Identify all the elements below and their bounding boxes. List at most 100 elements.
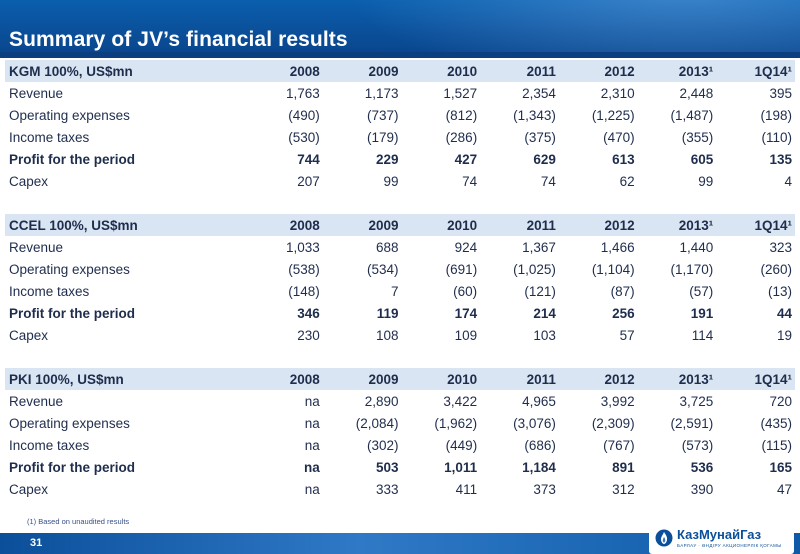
table-cell: na — [304, 459, 320, 475]
table-cell: 629 — [533, 151, 556, 167]
table-cell: (2,084) — [355, 415, 399, 431]
table-cell: (3,076) — [513, 415, 556, 431]
table-cell: (691) — [445, 261, 478, 277]
table-cell: 99 — [383, 173, 399, 189]
table-cell: 2,448 — [679, 85, 714, 101]
table-cell: 229 — [375, 151, 399, 167]
row-label: Revenue — [9, 85, 64, 101]
table-cell: (1,487) — [670, 107, 714, 123]
title-bar-sheen — [320, 0, 800, 58]
table-row: Operating expenses na (2,084) (1,962) (3… — [5, 412, 795, 434]
row-label: Operating expenses — [9, 107, 130, 123]
column-header: 2008 — [241, 60, 320, 82]
table-cell: 1,763 — [285, 85, 320, 101]
table-cell: 99 — [698, 173, 714, 189]
table-cell: na — [304, 393, 320, 409]
section-header-row: CCEL 100%, US$mn 2008 2009 2010 2011 201… — [5, 214, 795, 236]
table-row: Income taxes na (302) (449) (686) (767) … — [5, 434, 795, 456]
table-cell: (60) — [453, 283, 478, 299]
column-header: 2008 — [241, 368, 320, 390]
table-cell: (355) — [681, 129, 714, 145]
table-cell: (1,025) — [513, 261, 556, 277]
table-cell: 1,011 — [444, 459, 478, 475]
table-cell: 1,440 — [679, 239, 714, 255]
section-spacer — [5, 192, 795, 214]
profit-row: Profit for the period na 503 1,011 1,184… — [5, 456, 795, 478]
logo-tagline: БАРЛАУ · ӨНДІРУ АКЦИОНЕРЛІК ҚОГАМЫ — [677, 543, 782, 548]
table-row: Capex na 333 411 373 312 390 47 — [5, 478, 795, 500]
table-cell: (812) — [445, 107, 478, 123]
table-cell: (179) — [366, 129, 399, 145]
column-header: 1Q14¹ — [713, 214, 795, 236]
row-label: Capex — [9, 173, 49, 189]
row-label: Profit for the period — [9, 459, 135, 475]
table-cell: 114 — [691, 327, 714, 343]
table-cell: 191 — [690, 305, 714, 321]
table-cell: (286) — [445, 129, 478, 145]
footer-band — [0, 533, 800, 554]
table-cell: 373 — [533, 481, 556, 497]
table-cell: (302) — [366, 437, 399, 453]
table-cell: 7 — [390, 283, 399, 299]
table-cell: (1,225) — [591, 107, 635, 123]
table-row: Revenue na 2,890 3,422 4,965 3,992 3,725… — [5, 390, 795, 412]
table-cell: (1,104) — [591, 261, 635, 277]
table-cell: 536 — [690, 459, 714, 475]
column-header: 2011 — [477, 214, 556, 236]
table-cell: (530) — [288, 129, 320, 145]
financial-results-table: KGM 100%, US$mn 2008 2009 2010 2011 2012… — [5, 60, 795, 500]
table-cell: 1,466 — [600, 239, 635, 255]
table-cell: (1,170) — [670, 261, 714, 277]
table-cell: (1,343) — [513, 107, 556, 123]
table-cell: 312 — [612, 481, 635, 497]
table-cell: 1,173 — [364, 85, 399, 101]
section-header-row: KGM 100%, US$mn 2008 2009 2010 2011 2012… — [5, 60, 795, 82]
table-cell: 4 — [784, 173, 792, 189]
table-row: Revenue 1,033 688 924 1,367 1,466 1,440 … — [5, 236, 795, 258]
table-cell: (2,309) — [591, 415, 635, 431]
table-cell: 346 — [297, 305, 320, 321]
company-logo: КазМунайГаз БАРЛАУ · ӨНДІРУ АКЦИОНЕРЛІК … — [649, 524, 794, 554]
table-cell: 688 — [375, 239, 399, 255]
table-cell: 333 — [375, 481, 399, 497]
table-row: Operating expenses (538) (534) (691) (1,… — [5, 258, 795, 280]
column-header: 2010 — [398, 214, 478, 236]
table-cell: 390 — [690, 481, 714, 497]
table-cell: (435) — [760, 415, 792, 431]
title-bar — [0, 0, 800, 58]
column-header: 1Q14¹ — [713, 60, 795, 82]
table-cell: 3,992 — [600, 393, 635, 409]
table-cell: 57 — [619, 327, 635, 343]
title-bar-underline — [0, 52, 800, 58]
table-cell: (2,591) — [670, 415, 714, 431]
table-cell: (490) — [288, 107, 320, 123]
table-cell: 19 — [776, 327, 792, 343]
table-cell: (148) — [288, 283, 320, 299]
column-header: 2011 — [477, 60, 556, 82]
row-label: Profit for the period — [9, 305, 135, 321]
table-cell: 108 — [375, 327, 399, 343]
section-title: PKI 100%, US$mn — [5, 368, 242, 390]
logo-wordmark: КазМунайГаз — [677, 527, 762, 542]
slide-title: Summary of JV’s financial results — [9, 28, 348, 51]
table-row: Revenue 1,763 1,173 1,527 2,354 2,310 2,… — [5, 82, 795, 104]
table-cell: (538) — [288, 261, 320, 277]
table-cell: (470) — [603, 129, 635, 145]
table-row: Income taxes (530) (179) (286) (375) (47… — [5, 126, 795, 148]
table-cell: 613 — [612, 151, 635, 167]
table-row: Capex 230 108 109 103 57 114 19 — [5, 324, 795, 346]
column-header: 2010 — [398, 60, 478, 82]
table-row: Income taxes (148) 7 (60) (121) (87) (57… — [5, 280, 795, 302]
table-cell: 109 — [454, 327, 478, 343]
table-cell: 4,965 — [522, 393, 556, 409]
table-cell: 103 — [533, 327, 556, 343]
column-header: 2009 — [319, 214, 399, 236]
table-cell: (1,962) — [434, 415, 478, 431]
table-cell: 3,422 — [443, 393, 478, 409]
footnote: (1) Based on unaudited results — [27, 517, 130, 526]
table-cell: 2,310 — [600, 85, 635, 101]
column-header: 2013¹ — [634, 60, 714, 82]
table-cell: 47 — [776, 481, 792, 497]
table-cell: (375) — [524, 129, 556, 145]
table-cell: 395 — [769, 85, 792, 101]
